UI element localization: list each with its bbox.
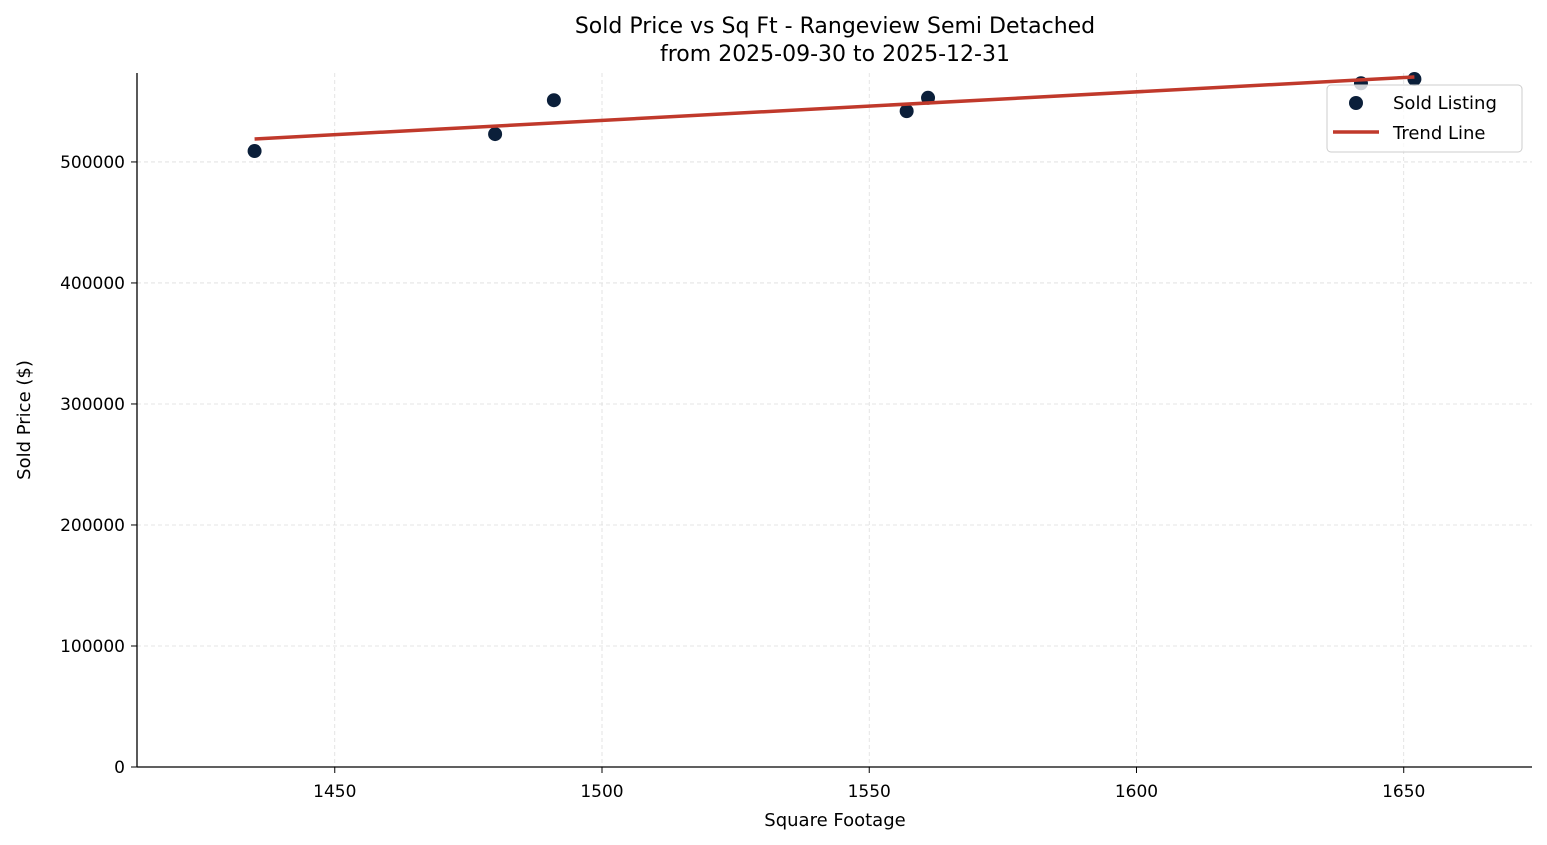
x-tick-label: 1550 [848, 782, 891, 802]
grid [137, 73, 1532, 768]
chart-title: Sold Price vs Sq Ft - Rangeview Semi Det… [575, 14, 1095, 39]
legend: Sold Listing Trend Line [1326, 84, 1523, 153]
legend-label-sold-listing: Sold Listing [1393, 93, 1497, 114]
legend-label-trend-line: Trend Line [1392, 123, 1486, 144]
y-tick-label: 500000 [60, 153, 125, 173]
x-tick-label: 1650 [1382, 782, 1425, 802]
y-tick-label: 0 [114, 758, 125, 778]
data-point [247, 144, 262, 159]
x-tick-label: 1450 [313, 782, 356, 802]
x-tick-label: 1600 [1115, 782, 1158, 802]
x-tick-label: 1500 [580, 782, 623, 802]
axes: 1450 1500 1550 1600 1650 0 100000 200000 300000 4… [60, 73, 1532, 802]
y-tick-label: 200000 [60, 516, 125, 536]
y-tick-label: 300000 [60, 395, 125, 415]
data-point [546, 93, 561, 108]
trend-line [254, 75, 1415, 141]
data-point [899, 104, 914, 119]
y-tick-label: 400000 [60, 274, 125, 294]
legend-marker-sold-listing [1349, 96, 1363, 110]
data-point [1407, 72, 1422, 87]
chart-subtitle: from 2025-09-30 to 2025-12-31 [660, 42, 1010, 67]
y-axis-label: Sold Price ($) [14, 360, 35, 480]
x-axis-label: Square Footage [764, 810, 905, 831]
data-point [488, 127, 503, 142]
marks [247, 72, 1422, 159]
y-tick-label: 100000 [60, 637, 125, 657]
